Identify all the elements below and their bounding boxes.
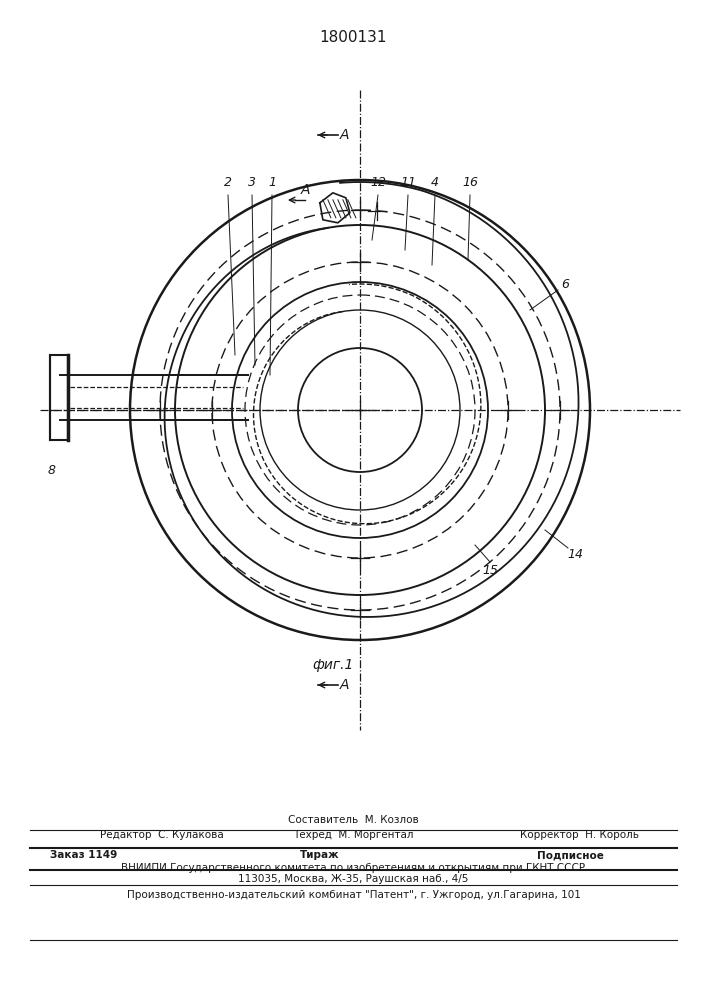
Text: 14: 14 — [567, 548, 583, 562]
Text: 11: 11 — [400, 176, 416, 190]
Text: Корректор  Н. Король: Корректор Н. Король — [520, 830, 640, 840]
Text: 8: 8 — [48, 464, 56, 477]
Text: фиг.1: фиг.1 — [312, 658, 354, 672]
Text: 3: 3 — [248, 176, 256, 190]
Text: 2: 2 — [224, 176, 232, 190]
Text: Редактор  С. Кулакова: Редактор С. Кулакова — [100, 830, 223, 840]
Text: A: A — [340, 128, 350, 142]
Text: 15: 15 — [482, 564, 498, 576]
Text: 1: 1 — [268, 176, 276, 190]
Text: A: A — [300, 183, 310, 197]
Text: A: A — [340, 678, 350, 692]
Text: 6: 6 — [561, 278, 569, 292]
Text: Заказ 1149: Заказ 1149 — [50, 850, 117, 860]
Text: 16: 16 — [462, 176, 478, 190]
Text: ВНИИПИ Государственного комитета по изобретениям и открытиям при ГКНТ СССР: ВНИИПИ Государственного комитета по изоб… — [122, 863, 585, 873]
Bar — [50, 355, 68, 440]
Text: 113035, Москва, Ж-35, Раушская наб., 4/5: 113035, Москва, Ж-35, Раушская наб., 4/5 — [238, 874, 469, 884]
Text: 1800131: 1800131 — [320, 30, 387, 45]
Text: Подписное: Подписное — [537, 850, 604, 860]
Text: Производственно-издательский комбинат "Патент", г. Ужгород, ул.Гагарина, 101: Производственно-издательский комбинат "П… — [127, 890, 580, 900]
Text: 4: 4 — [431, 176, 439, 190]
Text: Техред  М. Моргентал: Техред М. Моргентал — [293, 830, 414, 840]
Text: 12: 12 — [370, 176, 386, 190]
Text: Тираж: Тираж — [300, 850, 340, 860]
Text: Составитель  М. Козлов: Составитель М. Козлов — [288, 815, 419, 825]
